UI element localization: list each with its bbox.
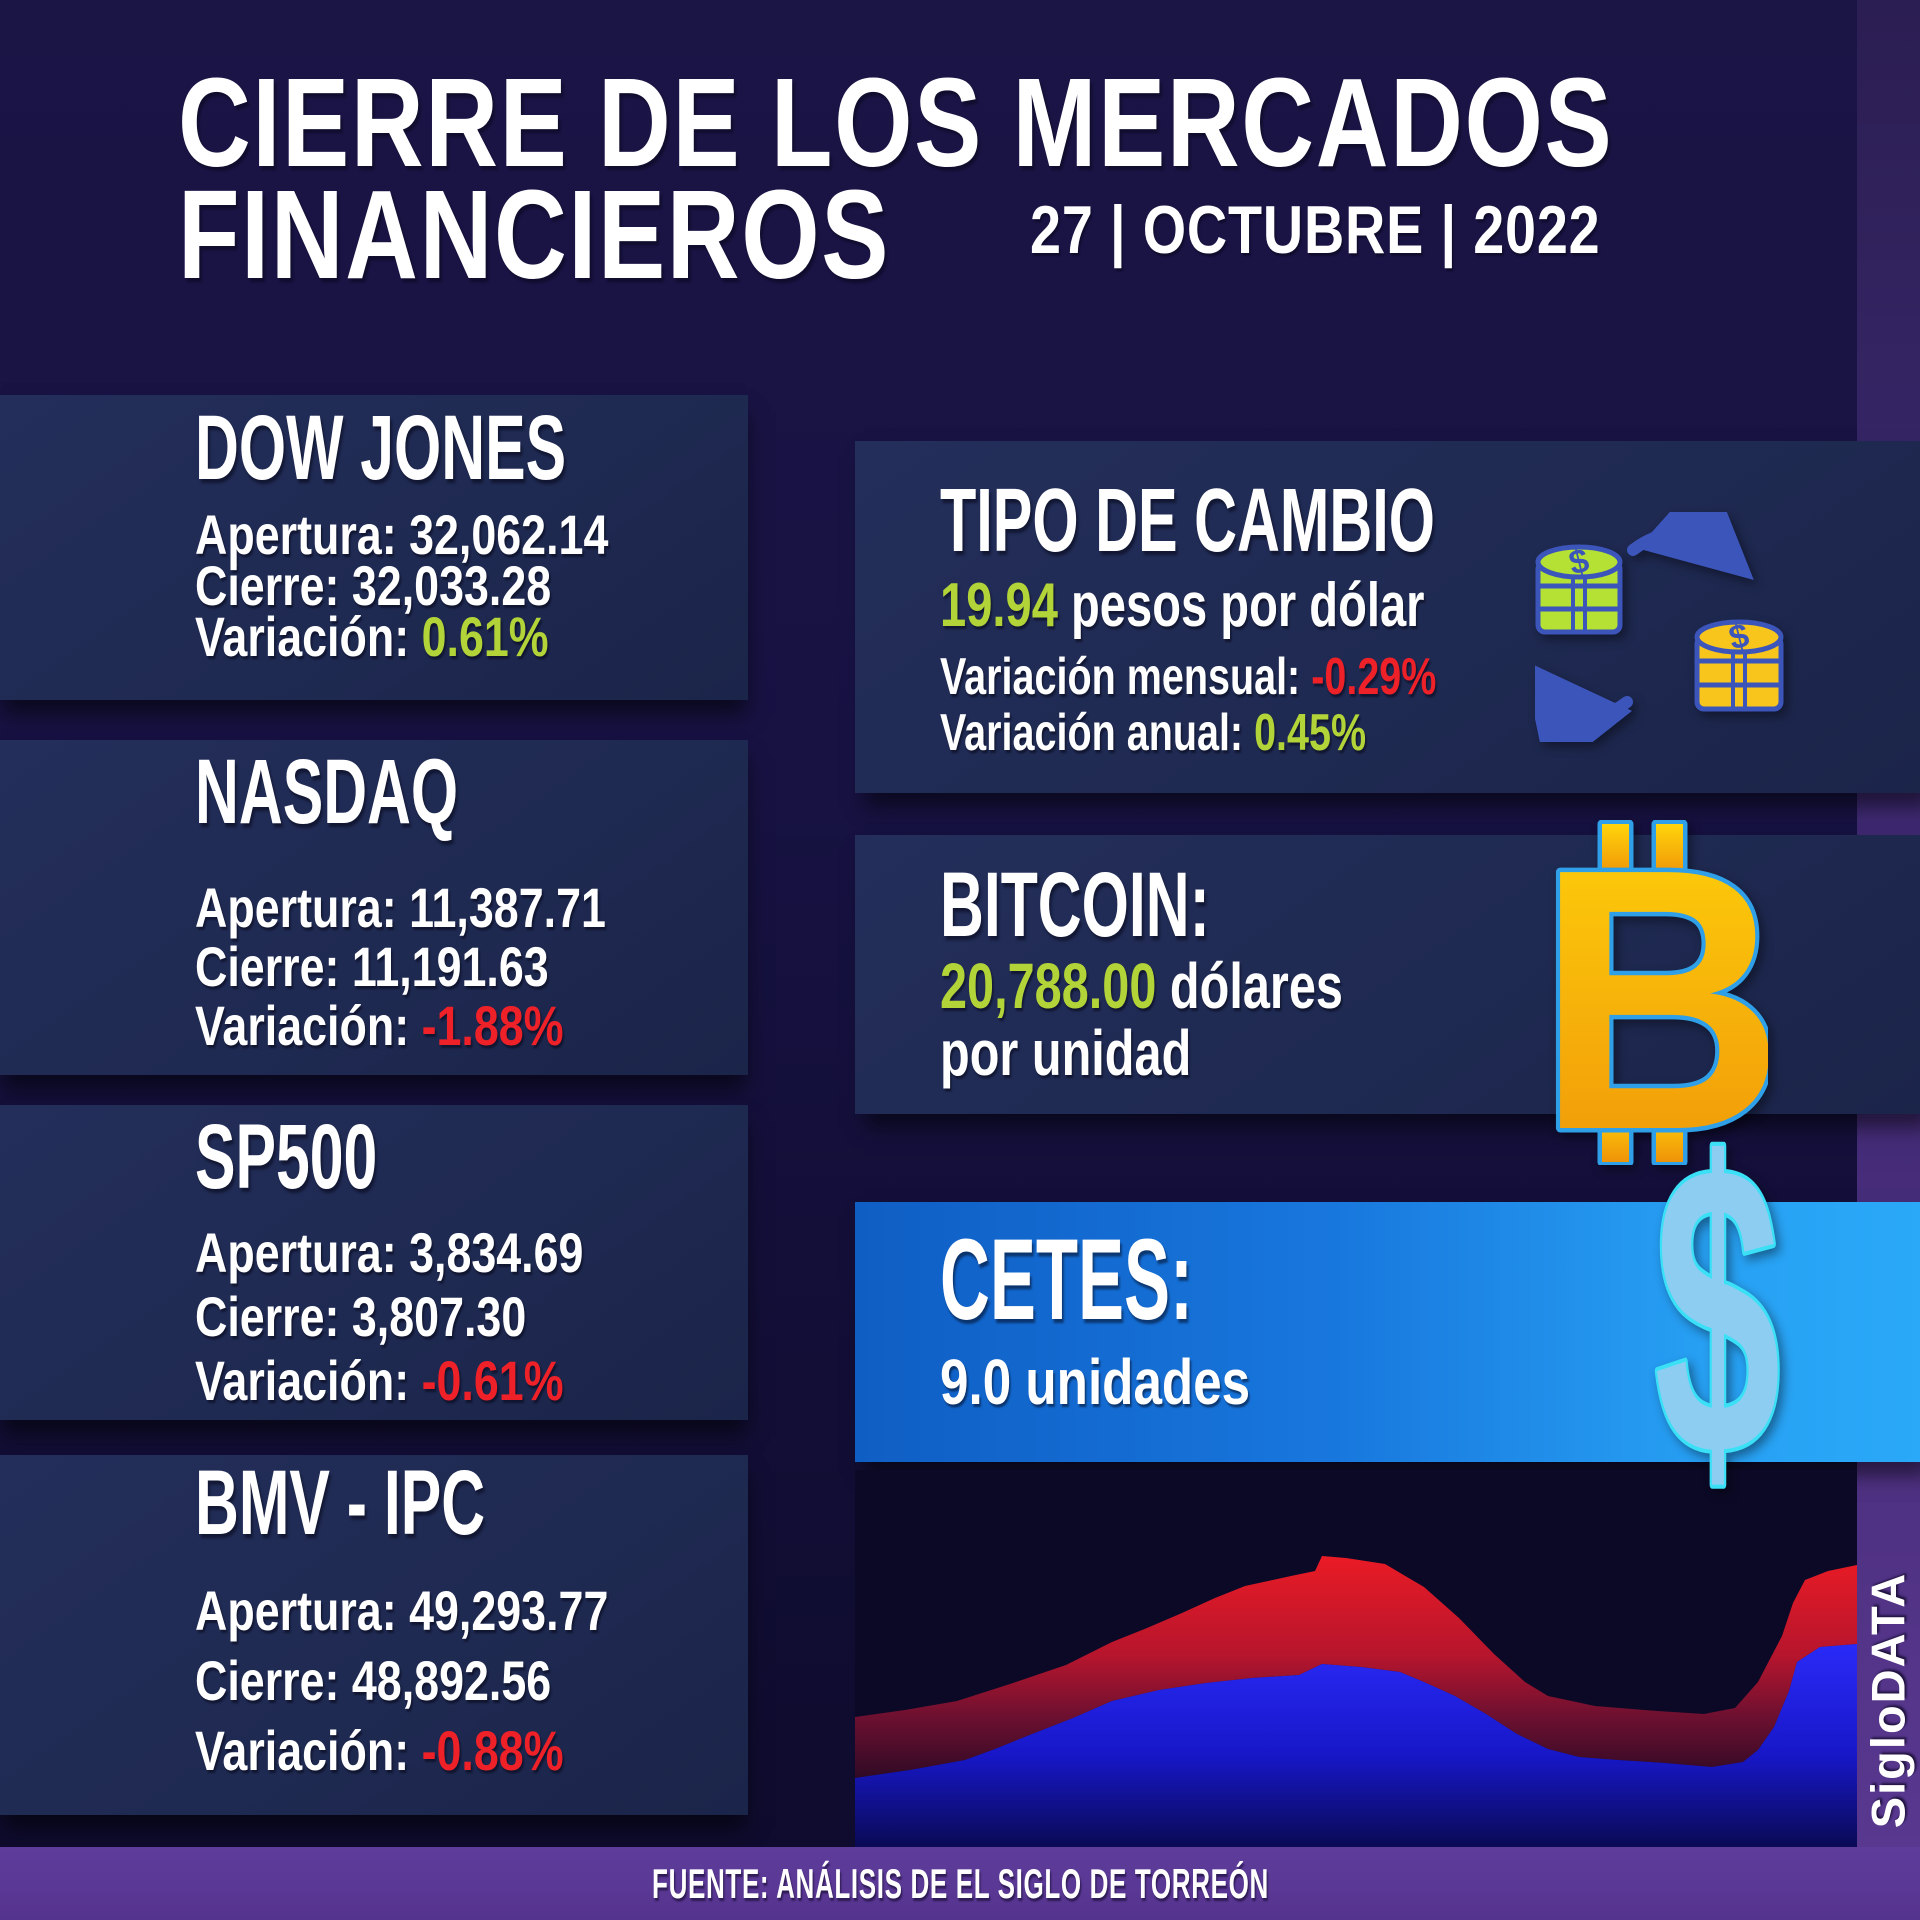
- bitcoin-card: BITCOIN: 20,788.00 dólares por unidad: [855, 835, 1920, 1114]
- apertura-row: Apertura: 11,387.71: [195, 876, 606, 939]
- market-rows: Apertura: 11,387.71 Cierre: 11,191.63 Va…: [195, 876, 728, 1060]
- source-label: FUENTE: ANÁLISIS DE EL SIGLO DE TORREÓN: [651, 1859, 1269, 1907]
- footer-bar: FUENTE: ANÁLISIS DE EL SIGLO DE TORREÓN: [0, 1847, 1920, 1920]
- blue-area-series: [855, 1644, 1857, 1847]
- market-rows: Apertura: 32,062.14 Cierre: 32,033.28 Va…: [195, 503, 728, 668]
- market-card-bmv-ipc: BMV - IPC Apertura: 49,293.77 Cierre: 48…: [0, 1455, 748, 1815]
- cetes-title: CETES:: [940, 1216, 1194, 1344]
- currency-exchange-coins-icon: $ $: [1535, 512, 1784, 742]
- cierre-row: Cierre: 32,033.28: [195, 554, 552, 617]
- variacion-row: Variación: 0.61%: [195, 605, 549, 668]
- svg-text:B: B: [1537, 820, 1768, 1165]
- exchange-annual-line: Variación anual: 0.45%: [940, 704, 1367, 762]
- cierre-row: Cierre: 11,191.63: [195, 935, 549, 998]
- cetes-card: CETES: 9.0 unidades: [855, 1202, 1920, 1462]
- market-name: SP500: [195, 1106, 378, 1208]
- market-card-nasdaq: NASDAQ Apertura: 11,387.71 Cierre: 11,19…: [0, 740, 748, 1075]
- market-name: DOW JONES: [195, 397, 567, 499]
- dollar-sign-icon: $: [1651, 1108, 1784, 1508]
- gold-coin-stack-icon: $: [1694, 616, 1784, 712]
- page-title-line2: FINANCIEROS: [178, 164, 891, 305]
- arrow-right-icon: [1627, 512, 1754, 580]
- variacion-row: Variación: -1.88%: [195, 994, 564, 1057]
- apertura-row: Apertura: 3,834.69: [195, 1221, 584, 1284]
- market-name: BMV - IPC: [195, 1452, 486, 1554]
- market-card-dow-jones: DOW JONES Apertura: 32,062.14 Cierre: 32…: [0, 395, 748, 700]
- siglodata-vertical-brand: SigloDATA: [1861, 1571, 1915, 1829]
- exchange-rate-card: TIPO DE CAMBIO 19.94 pesos por dólar Var…: [855, 441, 1920, 793]
- svg-text:$: $: [1654, 1108, 1781, 1508]
- exchange-rate-line: 19.94 pesos por dólar: [940, 571, 1425, 640]
- red-area-series: [855, 1556, 1857, 1778]
- market-name: NASDAQ: [195, 741, 459, 843]
- page-title-line1: CIERRE DE LOS MERCADOS: [178, 52, 1614, 193]
- market-rows: Apertura: 3,834.69 Cierre: 3,807.30 Vari…: [195, 1221, 728, 1420]
- variacion-row: Variación: -0.88%: [195, 1719, 564, 1782]
- arrow-left-icon: [1535, 659, 1633, 742]
- market-card-sp500: SP500 Apertura: 3,834.69 Cierre: 3,807.3…: [0, 1105, 748, 1420]
- bitcoin-price-line: 20,788.00 dólares: [940, 950, 1343, 1022]
- apertura-row: Apertura: 49,293.77: [195, 1579, 609, 1642]
- variacion-row: Variación: -0.61%: [195, 1349, 564, 1412]
- bitcoin-unit-line: por unidad: [940, 1017, 1192, 1089]
- exchange-title: TIPO DE CAMBIO: [940, 471, 1436, 571]
- date-label: 27 | OCTUBRE | 2022: [1030, 192, 1601, 268]
- cierre-row: Cierre: 48,892.56: [195, 1649, 552, 1712]
- bitcoin-icon: B: [1533, 820, 1768, 1165]
- apertura-row: Apertura: 32,062.14: [195, 503, 609, 566]
- cierre-row: Cierre: 3,807.30: [195, 1285, 527, 1348]
- exchange-monthly-line: Variación mensual: -0.29%: [940, 648, 1437, 706]
- cetes-value-line: 9.0 unidades: [940, 1346, 1251, 1418]
- market-rows: Apertura: 49,293.77 Cierre: 48,892.56 Va…: [195, 1579, 728, 1796]
- market-area-chart: [855, 1470, 1857, 1847]
- bitcoin-title: BITCOIN:: [940, 854, 1210, 956]
- green-coin-stack-icon: $: [1535, 541, 1623, 635]
